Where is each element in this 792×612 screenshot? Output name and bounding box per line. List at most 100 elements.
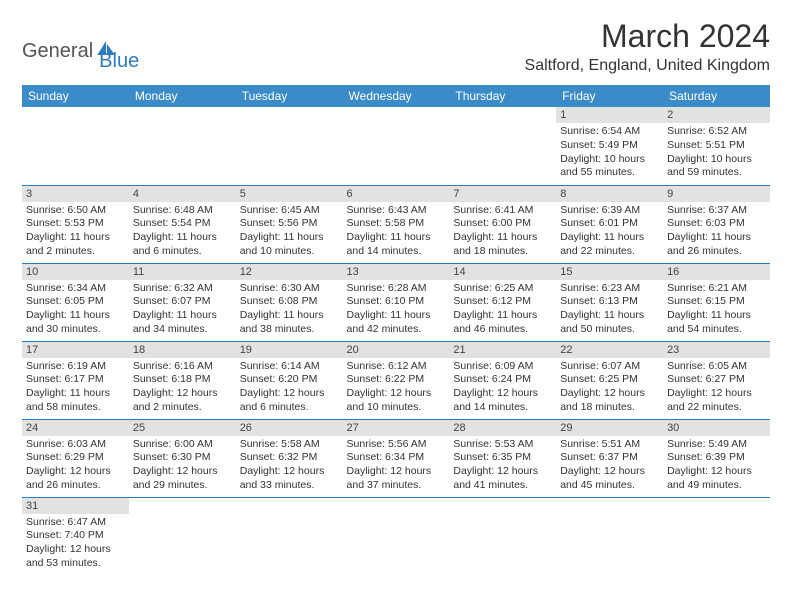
calendar-day-cell: 23Sunrise: 6:05 AMSunset: 6:27 PMDayligh… bbox=[663, 341, 770, 419]
weekday-header: Saturday bbox=[663, 85, 770, 107]
daylight2-text: and 22 minutes. bbox=[667, 401, 766, 415]
calendar-day-cell: 14Sunrise: 6:25 AMSunset: 6:12 PMDayligh… bbox=[449, 263, 556, 341]
daylight1-text: Daylight: 12 hours bbox=[26, 465, 125, 479]
weekday-header: Tuesday bbox=[236, 85, 343, 107]
daylight1-text: Daylight: 11 hours bbox=[453, 231, 552, 245]
daylight2-text: and 49 minutes. bbox=[667, 479, 766, 493]
day-number: 28 bbox=[449, 420, 556, 436]
calendar-day-cell bbox=[449, 497, 556, 575]
calendar-day-cell: 4Sunrise: 6:48 AMSunset: 5:54 PMDaylight… bbox=[129, 185, 236, 263]
sunrise-text: Sunrise: 6:34 AM bbox=[26, 282, 125, 296]
sunset-text: Sunset: 6:27 PM bbox=[667, 373, 766, 387]
day-number: 2 bbox=[663, 107, 770, 123]
calendar-day-cell bbox=[556, 497, 663, 575]
sunrise-text: Sunrise: 6:43 AM bbox=[347, 204, 446, 218]
daylight2-text: and 14 minutes. bbox=[453, 401, 552, 415]
daylight2-text: and 45 minutes. bbox=[560, 479, 659, 493]
calendar-day-cell: 30Sunrise: 5:49 AMSunset: 6:39 PMDayligh… bbox=[663, 419, 770, 497]
sunset-text: Sunset: 6:39 PM bbox=[667, 451, 766, 465]
sunset-text: Sunset: 6:25 PM bbox=[560, 373, 659, 387]
calendar-day-cell bbox=[22, 107, 129, 185]
calendar-day-cell: 17Sunrise: 6:19 AMSunset: 6:17 PMDayligh… bbox=[22, 341, 129, 419]
day-number: 9 bbox=[663, 186, 770, 202]
calendar-day-cell: 2Sunrise: 6:52 AMSunset: 5:51 PMDaylight… bbox=[663, 107, 770, 185]
sunset-text: Sunset: 6:17 PM bbox=[26, 373, 125, 387]
weekday-header: Sunday bbox=[22, 85, 129, 107]
daylight1-text: Daylight: 12 hours bbox=[240, 387, 339, 401]
calendar-day-cell: 26 Sunrise: 5:58 AMSunset: 6:32 PMDayligh… bbox=[236, 419, 343, 497]
sunrise-text: Sunrise: 6:45 AM bbox=[240, 204, 339, 218]
calendar-day-cell: 15Sunrise: 6:23 AMSunset: 6:13 PMDayligh… bbox=[556, 263, 663, 341]
sunset-text: Sunset: 6:01 PM bbox=[560, 217, 659, 231]
calendar-week-row: 10Sunrise: 6:34 AMSunset: 6:05 PMDayligh… bbox=[22, 263, 770, 341]
sunset-text: Sunset: 6:20 PM bbox=[240, 373, 339, 387]
day-number bbox=[129, 107, 236, 109]
sunset-text: Sunset: 6:08 PM bbox=[240, 295, 339, 309]
sunrise-text: Sunrise: 5:51 AM bbox=[560, 438, 659, 452]
day-number: 8 bbox=[556, 186, 663, 202]
calendar-day-cell: 10Sunrise: 6:34 AMSunset: 6:05 PMDayligh… bbox=[22, 263, 129, 341]
daylight2-text: and 26 minutes. bbox=[667, 245, 766, 259]
calendar-day-cell: 16Sunrise: 6:21 AMSunset: 6:15 PMDayligh… bbox=[663, 263, 770, 341]
daylight2-text: and 41 minutes. bbox=[453, 479, 552, 493]
sunrise-text: Sunrise: 6:00 AM bbox=[133, 438, 232, 452]
calendar-day-cell: 22Sunrise: 6:07 AMSunset: 6:25 PMDayligh… bbox=[556, 341, 663, 419]
sunset-text: Sunset: 6:15 PM bbox=[667, 295, 766, 309]
sunset-text: Sunset: 6:22 PM bbox=[347, 373, 446, 387]
day-number: 6 bbox=[343, 186, 450, 202]
sunset-text: Sunset: 6:37 PM bbox=[560, 451, 659, 465]
weekday-header: Thursday bbox=[449, 85, 556, 107]
daylight2-text: and 6 minutes. bbox=[240, 401, 339, 415]
calendar-day-cell bbox=[236, 107, 343, 185]
weekday-header: Wednesday bbox=[343, 85, 450, 107]
daylight2-text: and 18 minutes. bbox=[453, 245, 552, 259]
day-number bbox=[22, 107, 129, 109]
daylight2-text: and 38 minutes. bbox=[240, 323, 339, 337]
sunset-text: Sunset: 5:54 PM bbox=[133, 217, 232, 231]
day-number: 23 bbox=[663, 342, 770, 358]
daylight1-text: Daylight: 11 hours bbox=[240, 231, 339, 245]
day-number bbox=[449, 498, 556, 500]
day-number: 25 bbox=[129, 420, 236, 436]
calendar-table: Sunday Monday Tuesday Wednesday Thursday… bbox=[22, 85, 770, 575]
daylight1-text: Daylight: 12 hours bbox=[240, 465, 339, 479]
sunset-text: Sunset: 5:56 PM bbox=[240, 217, 339, 231]
calendar-day-cell: 21Sunrise: 6:09 AMSunset: 6:24 PMDayligh… bbox=[449, 341, 556, 419]
day-number: 29 bbox=[556, 420, 663, 436]
daylight1-text: Daylight: 11 hours bbox=[26, 309, 125, 323]
header: General Blue March 2024 Saltford, Englan… bbox=[22, 18, 770, 75]
day-number: 20 bbox=[343, 342, 450, 358]
daylight1-text: Daylight: 12 hours bbox=[453, 465, 552, 479]
day-number: 16 bbox=[663, 264, 770, 280]
day-number: 31 bbox=[22, 498, 129, 514]
calendar-day-cell bbox=[129, 497, 236, 575]
sunset-text: Sunset: 6:30 PM bbox=[133, 451, 232, 465]
calendar-day-cell: 20Sunrise: 6:12 AMSunset: 6:22 PMDayligh… bbox=[343, 341, 450, 419]
calendar-day-cell: 3Sunrise: 6:50 AMSunset: 5:53 PMDaylight… bbox=[22, 185, 129, 263]
sunrise-text: Sunrise: 5:49 AM bbox=[667, 438, 766, 452]
daylight1-text: Daylight: 12 hours bbox=[667, 387, 766, 401]
sunrise-text: Sunrise: 5:56 AM bbox=[347, 438, 446, 452]
sunrise-text: Sunrise: 6:37 AM bbox=[667, 204, 766, 218]
sunset-text: Sunset: 6:32 PM bbox=[240, 451, 339, 465]
daylight2-text: and 59 minutes. bbox=[667, 166, 766, 180]
daylight2-text: and 53 minutes. bbox=[26, 557, 125, 571]
daylight2-text: and 6 minutes. bbox=[133, 245, 232, 259]
day-number bbox=[343, 107, 450, 109]
daylight2-text: and 14 minutes. bbox=[347, 245, 446, 259]
day-number: 21 bbox=[449, 342, 556, 358]
daylight1-text: Daylight: 11 hours bbox=[667, 309, 766, 323]
sunrise-text: Sunrise: 5:58 AM bbox=[240, 438, 339, 452]
daylight2-text: and 10 minutes. bbox=[240, 245, 339, 259]
day-number: 30 bbox=[663, 420, 770, 436]
sunset-text: Sunset: 6:12 PM bbox=[453, 295, 552, 309]
daylight2-text: and 34 minutes. bbox=[133, 323, 232, 337]
calendar-day-cell: 1Sunrise: 6:54 AMSunset: 5:49 PMDaylight… bbox=[556, 107, 663, 185]
daylight2-text: and 26 minutes. bbox=[26, 479, 125, 493]
sunset-text: Sunset: 6:13 PM bbox=[560, 295, 659, 309]
sunrise-text: Sunrise: 6:23 AM bbox=[560, 282, 659, 296]
sunrise-text: Sunrise: 6:52 AM bbox=[667, 125, 766, 139]
calendar-day-cell: 5Sunrise: 6:45 AMSunset: 5:56 PMDaylight… bbox=[236, 185, 343, 263]
sunset-text: Sunset: 5:49 PM bbox=[560, 139, 659, 153]
day-number: 26 bbox=[236, 420, 343, 436]
